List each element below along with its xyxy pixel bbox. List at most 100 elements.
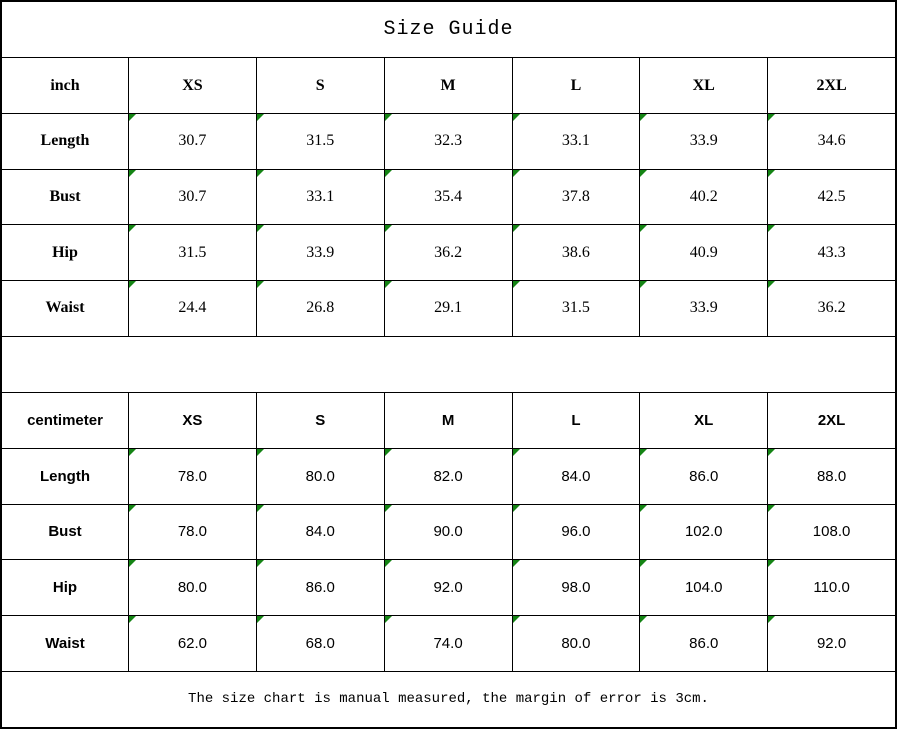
size-header-cell-text: XS [182,76,203,94]
stored-as-text-marker-icon [512,114,520,122]
value-cell: 35.4 [383,169,512,225]
value-cell-text: 108.0 [812,523,851,541]
value-cell: 30.7 [128,114,256,169]
footer-note: The size chart is manual measured, the m… [2,670,895,727]
value-cell-text: 92.0 [433,579,463,597]
stored-as-text-marker-icon [129,281,136,289]
value-cell: 80.0 [511,615,640,671]
unit-header-cell-text: centimeter [27,412,103,430]
stored-as-text-marker-icon [512,281,520,289]
stored-as-text-marker-icon [640,448,648,456]
value-cell: 80.0 [255,448,384,504]
value-cell: 84.0 [255,504,384,560]
value-cell-text: 84.0 [561,467,591,485]
value-cell: 88.0 [767,448,895,504]
stored-as-text-marker-icon [256,560,264,568]
value-cell: 40.9 [639,225,767,281]
value-cell: 78.0 [128,504,256,560]
value-cell: 92.0 [383,560,512,615]
value-cell: 38.6 [511,225,640,281]
stored-as-text-marker-icon [384,114,392,122]
value-cell: 29.1 [383,281,512,336]
value-cell-text: 98.0 [561,579,591,597]
value-cell-text: 86.0 [689,467,719,485]
stored-as-text-marker-icon [384,504,392,512]
value-cell-text: 82.0 [433,467,463,485]
size-header-cell: XL [639,393,767,448]
value-cell-text: 33.1 [306,188,335,206]
stored-as-text-marker-icon [768,560,776,568]
value-cell: 110.0 [767,560,895,615]
stored-as-text-marker-icon [640,281,648,289]
row-label-cell: Length [2,114,128,169]
value-cell: 37.8 [511,169,640,225]
value-cell-text: 29.1 [434,299,463,317]
size-table-row: Hip 31.5 33.9 36.2 38.6 40.9 43.3 [2,224,895,281]
size-header-cell: 2XL [767,393,895,448]
size-header-cell: S [255,58,384,114]
size-header-cell: S [255,393,384,448]
stored-as-text-marker-icon [768,504,776,512]
value-cell-text: 33.1 [561,132,590,150]
size-header-cell-text: 2XL [817,412,846,430]
stored-as-text-marker-icon [512,504,520,512]
value-cell-text: 37.8 [561,188,590,206]
row-label-cell: Hip [2,225,128,280]
value-cell-text: 32.3 [434,132,463,150]
stored-as-text-marker-icon [384,615,392,623]
value-cell-text: 43.3 [817,243,846,261]
stored-as-text-marker-icon [384,281,392,289]
value-cell-text: 110.0 [813,579,850,597]
row-label-cell: Length [2,449,128,504]
row-label-cell: Waist [2,616,128,671]
row-label-cell-text: Length [40,467,90,485]
size-table-row: Length 30.7 31.5 32.3 33.1 33.9 34.6 [2,113,895,169]
value-cell-text: 40.2 [689,188,718,206]
value-cell-text: 30.7 [178,132,207,150]
value-cell: 33.1 [511,114,640,169]
stored-as-text-marker-icon [512,615,520,623]
size-table-centimeter: centimeter XS S M L XL 2XL Length 78.0 80.0 82.0 84… [2,392,895,671]
row-label-cell-text: Bust [48,523,82,541]
stored-as-text-marker-icon [768,225,776,233]
value-cell-text: 104.0 [684,579,723,597]
stored-as-text-marker-icon [384,225,392,233]
stored-as-text-marker-icon [768,281,776,289]
value-cell: 34.6 [767,114,895,169]
size-header-cell: L [511,393,640,448]
value-cell-text: 80.0 [561,634,591,652]
stored-as-text-marker-icon [384,560,392,568]
page-title: Size Guide [383,18,514,42]
value-cell: 36.2 [767,281,895,336]
row-label-cell-text: Waist [45,634,85,652]
value-cell: 104.0 [639,560,767,615]
value-cell-text: 31.5 [306,132,335,150]
size-header-cell-text: XS [182,412,203,430]
value-cell: 31.5 [128,225,256,281]
value-cell: 86.0 [639,615,767,671]
value-cell: 90.0 [383,504,512,560]
value-cell: 102.0 [639,504,767,560]
stored-as-text-marker-icon [256,448,264,456]
stored-as-text-marker-icon [256,615,264,623]
value-cell-text: 102.0 [684,523,723,541]
size-table-header-row: centimeter XS S M L XL 2XL [2,393,895,448]
stored-as-text-marker-icon [129,448,136,456]
stored-as-text-marker-icon [256,114,264,122]
stored-as-text-marker-icon [129,169,136,177]
row-label-cell-text: Length [40,132,90,150]
value-cell: 62.0 [128,615,256,671]
unit-header-cell: inch [2,58,128,113]
row-label-cell: Waist [2,281,128,336]
value-cell-text: 31.5 [561,299,590,317]
size-table-row: Bust 78.0 84.0 90.0 96.0 102.0 108.0 [2,503,895,560]
value-cell: 36.2 [383,225,512,281]
stored-as-text-marker-icon [512,448,520,456]
value-cell: 31.5 [255,114,384,169]
stored-as-text-marker-icon [640,560,648,568]
stored-as-text-marker-icon [512,225,520,233]
value-cell: 78.0 [128,448,256,504]
value-cell: 31.5 [511,281,640,336]
size-table-row: Waist 62.0 68.0 74.0 80.0 86.0 92.0 [2,614,895,671]
value-cell: 108.0 [767,504,895,560]
